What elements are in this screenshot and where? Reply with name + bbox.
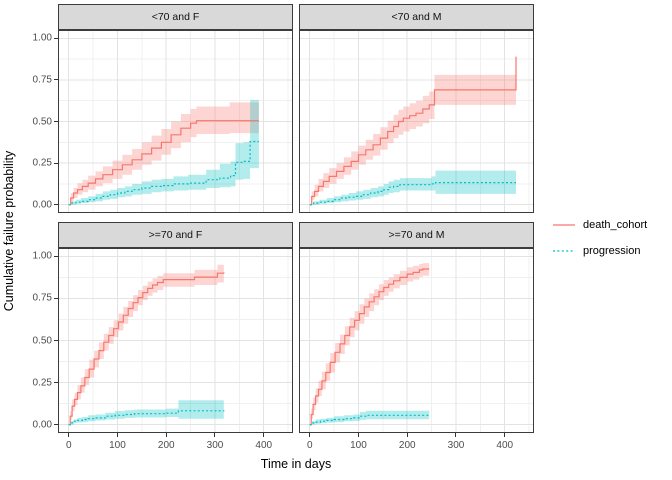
panel-canvas (59, 31, 292, 212)
y-tick-label: 1.00 (32, 250, 52, 262)
y-tick-label: 0.00 (32, 199, 52, 211)
y-tick-mark (54, 424, 58, 426)
x-tick-label: 400 (255, 440, 273, 451)
y-tick-label: 0.00 (32, 419, 52, 431)
x-tick-mark (116, 433, 118, 437)
x-tick-label: 200 (157, 440, 175, 451)
panel-canvas (300, 31, 533, 212)
y-tick-mark (54, 204, 58, 206)
y-tick-mark (54, 121, 58, 122)
facet-strip-label: <70 and F (151, 11, 200, 23)
y-tick-label: 1.00 (32, 32, 52, 44)
x-tick-label: 0 (306, 440, 313, 451)
y-tick-mark (54, 340, 58, 341)
x-tick-mark (309, 433, 311, 437)
legend-entry-progression: progression (552, 238, 647, 264)
y-tick-mark (54, 79, 58, 81)
x-tick-mark (406, 433, 408, 437)
y-axis-title: Cumulative failure probability (2, 150, 16, 312)
legend: death_cohort progression (552, 212, 647, 264)
panel-ge70-m (299, 248, 534, 433)
x-tick-mark (504, 433, 506, 437)
x-tick-mark (214, 433, 216, 437)
x-tick-label: 100 (109, 440, 126, 451)
x-tick-label: 0 (65, 440, 72, 451)
x-tick-mark (357, 433, 359, 437)
facet-strip-label: <70 and M (391, 11, 442, 23)
legend-label: progression (583, 245, 641, 257)
facet-strip-ge70-m: >=70 and M (299, 222, 534, 248)
y-tick-label: 0.50 (32, 116, 52, 127)
facet-strip-lt70-f: <70 and F (58, 4, 293, 30)
y-tick-label: 0.25 (32, 157, 52, 169)
y-tick-label: 0.25 (32, 377, 52, 389)
y-tick-mark (54, 37, 58, 39)
facet-strip-lt70-m: <70 and M (299, 4, 534, 30)
panel-ge70-f (58, 248, 293, 433)
legend-label: death_cohort (583, 219, 648, 231)
death-cohort-line-key-icon (553, 224, 575, 226)
panel-lt70-f (58, 30, 293, 213)
x-tick-label: 200 (398, 440, 416, 451)
x-tick-mark (455, 433, 457, 437)
facet-strip-label: >=70 and F (148, 229, 203, 241)
x-axis-title: Time in days (260, 457, 332, 471)
y-tick-label: 0.75 (32, 292, 52, 304)
facet-strip-ge70-f: >=70 and F (58, 222, 293, 248)
x-tick-mark (165, 433, 167, 437)
x-tick-label: 100 (350, 440, 367, 451)
facet-strip-label: >=70 and M (388, 229, 445, 241)
panel-canvas (59, 249, 292, 432)
x-tick-label: 400 (496, 440, 514, 451)
y-tick-mark (54, 382, 58, 384)
y-tick-label: 0.50 (32, 335, 52, 346)
y-tick-mark (54, 162, 58, 164)
progression-dotted-line-key-icon (553, 250, 575, 252)
x-tick-label: 300 (447, 440, 465, 451)
y-tick-mark (54, 255, 58, 257)
x-tick-mark (68, 433, 70, 437)
panel-canvas (300, 249, 533, 432)
legend-entry-death-cohort: death_cohort (552, 212, 647, 238)
y-tick-mark (54, 297, 58, 299)
panel-lt70-m (299, 30, 534, 213)
x-tick-label: 300 (206, 440, 224, 451)
x-tick-mark (263, 433, 265, 437)
y-tick-label: 0.75 (32, 74, 52, 86)
